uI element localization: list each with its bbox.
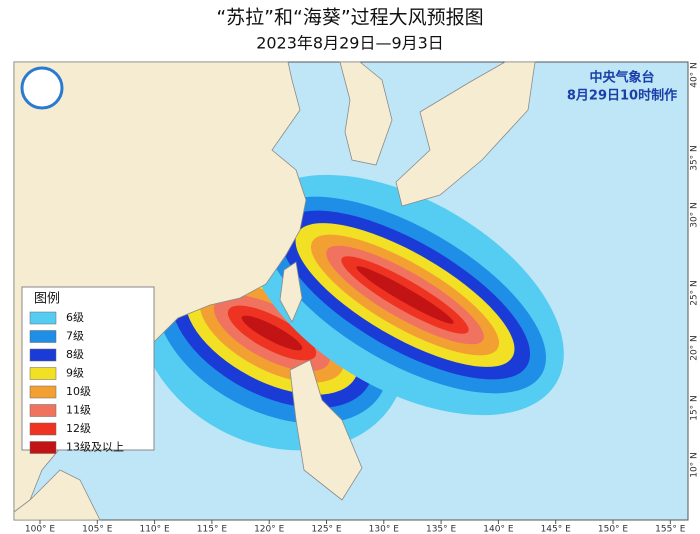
logo [20, 66, 64, 110]
legend-label: 9级 [66, 367, 84, 380]
subtitle: 2023年8月29日—9月3日 [256, 34, 444, 53]
map-area: 中央气象台 8月29日10时制作 图例 6级 7级 8级 9级 10级 11级 12级 13级… [13, 61, 689, 521]
legend-swatch [29, 441, 57, 454]
legend-swatch [29, 311, 57, 325]
lon-label: 100° E [25, 525, 56, 534]
lat-label: 10° N [690, 452, 700, 478]
lat-label: 25° N [690, 280, 700, 306]
lon-label: 110° E [139, 525, 170, 534]
legend: 图例 6级 7级 8级 9级 10级 11级 12级 13级及以上 [21, 286, 155, 454]
lat-label: 40° N [690, 62, 700, 88]
legend-label: 11级 [66, 404, 91, 417]
lon-label: 105° E [82, 525, 113, 534]
lat-label: 15° N [690, 395, 700, 421]
legend-swatch [29, 348, 57, 362]
legend-swatch [29, 404, 57, 417]
legend-label: 10级 [66, 385, 91, 398]
legend-swatch [29, 385, 57, 399]
legend-swatch [29, 422, 57, 436]
legend-label: 7级 [66, 330, 84, 343]
wind-level-area [356, 266, 454, 324]
lon-label: 140° E [483, 525, 514, 534]
legend-swatch [29, 367, 57, 380]
legend-label: 13级及以上 [66, 441, 124, 454]
lon-label: 155° E [655, 525, 686, 534]
indochina [13, 469, 101, 521]
legend-swatch [29, 330, 57, 343]
title: “苏拉”和“海葵”过程大风预报图 [216, 7, 483, 29]
japan [395, 61, 536, 207]
legend-label: 6级 [66, 311, 84, 324]
lon-label: 135° E [426, 525, 457, 534]
korea [339, 61, 393, 166]
legend-title: 图例 [34, 292, 60, 307]
agency: 中央气象台 [589, 70, 654, 86]
issue-time: 8月29日10时制作 [567, 88, 677, 104]
lat-label: 30° N [690, 202, 700, 228]
lon-label: 120° E [254, 525, 285, 534]
lon-label: 130° E [369, 525, 400, 534]
lat-label: 20° N [690, 335, 700, 361]
legend-label: 8级 [66, 348, 84, 361]
taiwan [279, 261, 303, 323]
lat-label: 35° N [690, 145, 700, 171]
lon-label: 145° E [541, 525, 572, 534]
lon-label: 125° E [311, 525, 342, 534]
legend-label: 12级 [66, 422, 91, 435]
wind-level-area [241, 315, 303, 351]
lon-label: 150° E [598, 525, 629, 534]
lon-label: 115° E [197, 525, 228, 534]
wind-swaths [138, 174, 564, 451]
philippines [289, 359, 363, 501]
